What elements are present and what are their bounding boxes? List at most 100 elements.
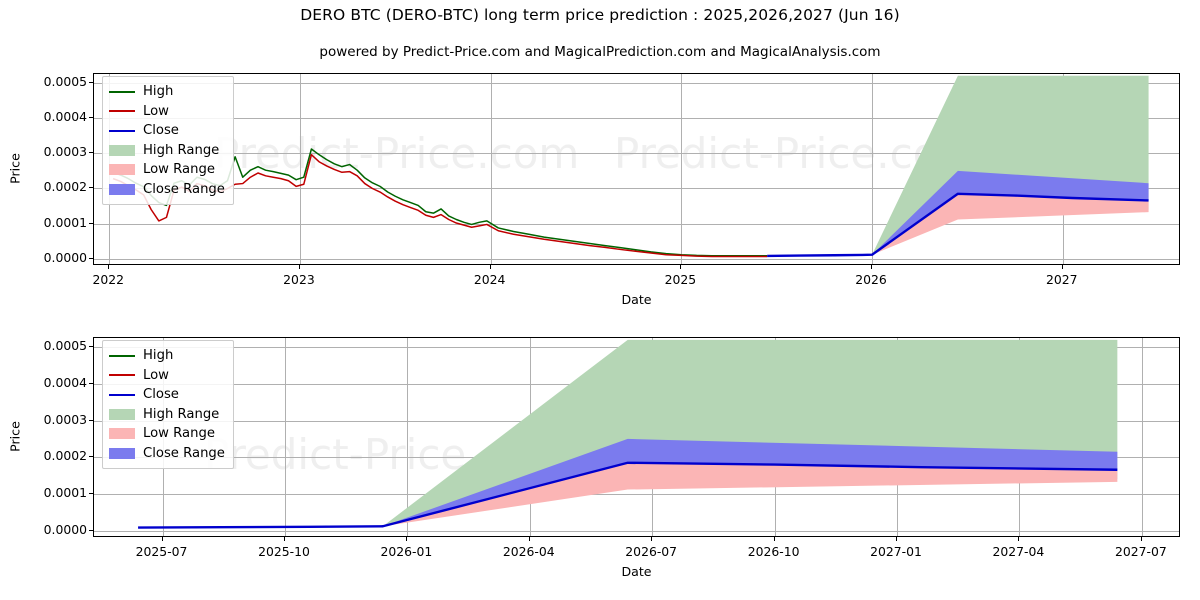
legend-item-high-range[interactable]: High Range xyxy=(109,141,225,161)
x-axis-tick-label: 2026-10 xyxy=(747,544,800,559)
legend-item-label: Close Range xyxy=(143,445,225,461)
gridline-vertical xyxy=(872,74,873,264)
legend-swatch-icon xyxy=(109,164,135,176)
y-axis-tick-label: 0.0000 xyxy=(43,521,87,537)
gridline-horizontal xyxy=(94,188,1179,189)
legend-swatch-icon xyxy=(109,129,135,132)
x-axis-title: Date xyxy=(621,292,652,307)
series-line-close xyxy=(138,461,1118,529)
x-axis-tick-label: 2027-01 xyxy=(870,544,922,559)
legend-swatch-icon xyxy=(109,374,135,377)
gridline-vertical xyxy=(300,74,301,264)
legend-item-label: Low xyxy=(143,367,169,383)
x-axis-title: Date xyxy=(621,564,652,579)
range-band-low-range xyxy=(872,193,1149,255)
x-axis-tickmark xyxy=(896,537,897,541)
x-axis-tick-label: 2023 xyxy=(283,272,315,287)
x-axis-tickmark xyxy=(773,537,775,541)
x-axis-tickmark xyxy=(1061,265,1063,269)
x-axis-tickmark xyxy=(1140,537,1142,541)
top-chart-panel: Predict-Price.comPredict-Price.comPredic… xyxy=(93,73,1180,265)
gridline-horizontal xyxy=(94,259,1179,260)
legend-item-low-range[interactable]: Low Range xyxy=(109,424,225,444)
y-axis-tick-label: 0.0002 xyxy=(43,179,87,195)
x-axis-tick-label: 2026-07 xyxy=(625,544,678,559)
y-axis-tickmark xyxy=(89,456,93,458)
legend-item-close[interactable]: Close xyxy=(109,385,225,405)
y-axis-title: Price xyxy=(7,421,23,452)
legend-item-low[interactable]: Low xyxy=(109,102,225,122)
y-axis-tickmark xyxy=(89,419,93,421)
x-axis-tick-label: 2026-01 xyxy=(380,544,433,559)
x-axis-tick-label: 2027 xyxy=(1045,272,1078,287)
gridline-horizontal xyxy=(94,153,1179,154)
y-axis-tick-label: 0.0004 xyxy=(43,109,87,125)
y-axis-tick-label: 0.0002 xyxy=(43,448,87,464)
series-line-close xyxy=(767,192,1149,258)
y-axis-tick-label: 0.0001 xyxy=(43,484,87,500)
y-axis-tickmark xyxy=(89,117,93,119)
y-axis-tickmark xyxy=(89,187,93,189)
x-axis-tickmark xyxy=(651,537,653,541)
legend-item-close[interactable]: Close xyxy=(109,121,225,141)
x-axis-tickmark xyxy=(406,537,408,541)
legend-item-low-range[interactable]: Low Range xyxy=(109,160,225,180)
x-axis-tickmark xyxy=(1018,537,1020,541)
x-axis-tickmark xyxy=(161,537,163,541)
gridline-vertical xyxy=(681,74,682,264)
x-axis-tickmark xyxy=(680,265,682,269)
y-axis-tickmark xyxy=(89,81,93,83)
legend-item-high[interactable]: High xyxy=(109,346,225,366)
page-title: DERO BTC (DERO-BTC) long term price pred… xyxy=(300,6,900,24)
gridline-horizontal xyxy=(94,118,1179,119)
legend-item-label: Close xyxy=(143,123,179,139)
legend-item-label: High xyxy=(143,84,174,100)
chart-legend[interactable]: High Low Close High Range Low Range Close Ran… xyxy=(102,76,234,205)
legend-swatch-icon xyxy=(109,90,135,93)
y-axis-tickmark xyxy=(89,346,93,348)
legend-swatch-icon xyxy=(109,354,135,357)
gridline-horizontal xyxy=(94,83,1179,84)
y-axis-tickmark xyxy=(89,257,93,259)
y-axis-tickmark xyxy=(89,529,93,531)
chart-legend[interactable]: High Low Close High Range Low Range Close Ran… xyxy=(102,340,234,469)
x-axis-tick-label: 2026-04 xyxy=(502,544,555,559)
y-axis-tick-label: 0.0004 xyxy=(43,374,87,390)
legend-item-high-range[interactable]: High Range xyxy=(109,405,225,425)
y-axis-tick-label: 0.0000 xyxy=(43,249,87,265)
legend-swatch-icon xyxy=(109,428,135,440)
legend-swatch-icon xyxy=(109,447,135,459)
legend-item-high[interactable]: High xyxy=(109,82,225,102)
y-axis-tickmark xyxy=(89,222,93,224)
y-axis-tick-label: 0.0005 xyxy=(43,73,87,89)
legend-item-label: Close Range xyxy=(143,181,225,197)
legend-item-close-range[interactable]: Close Range xyxy=(109,180,225,200)
y-axis-tickmark xyxy=(89,382,93,384)
gridline-horizontal xyxy=(94,494,1179,495)
legend-swatch-icon xyxy=(109,183,135,195)
y-axis-tick-label: 0.0003 xyxy=(43,411,87,427)
plot-canvas xyxy=(112,75,1149,258)
legend-swatch-icon xyxy=(109,110,135,113)
x-axis-tickmark xyxy=(489,265,491,269)
range-band-close-range xyxy=(872,170,1149,255)
legend-item-label: Close xyxy=(143,387,179,403)
x-axis-tick-label: 2022 xyxy=(92,272,125,287)
plot-canvas xyxy=(138,339,1118,529)
legend-item-label: High Range xyxy=(143,142,220,158)
gridline-horizontal xyxy=(94,224,1179,225)
x-axis-tick-label: 2027-04 xyxy=(992,544,1045,559)
legend-item-close-range[interactable]: Close Range xyxy=(109,444,225,464)
y-axis-tick-label: 0.0003 xyxy=(43,144,87,160)
x-axis-tick-label: 2025-10 xyxy=(258,544,310,559)
x-axis-tick-label: 2024 xyxy=(473,272,506,287)
legend-item-low[interactable]: Low xyxy=(109,366,225,386)
x-axis-tick-label: 2025 xyxy=(664,272,697,287)
x-axis-tick-label: 2027-07 xyxy=(1114,544,1167,559)
x-axis-tick-label: 2025-07 xyxy=(135,544,188,559)
legend-item-label: High Range xyxy=(143,406,220,422)
range-band-low-range xyxy=(382,462,1118,527)
y-axis-tick-label: 0.0005 xyxy=(43,338,87,354)
x-axis-tick-label: 2026 xyxy=(855,272,887,287)
